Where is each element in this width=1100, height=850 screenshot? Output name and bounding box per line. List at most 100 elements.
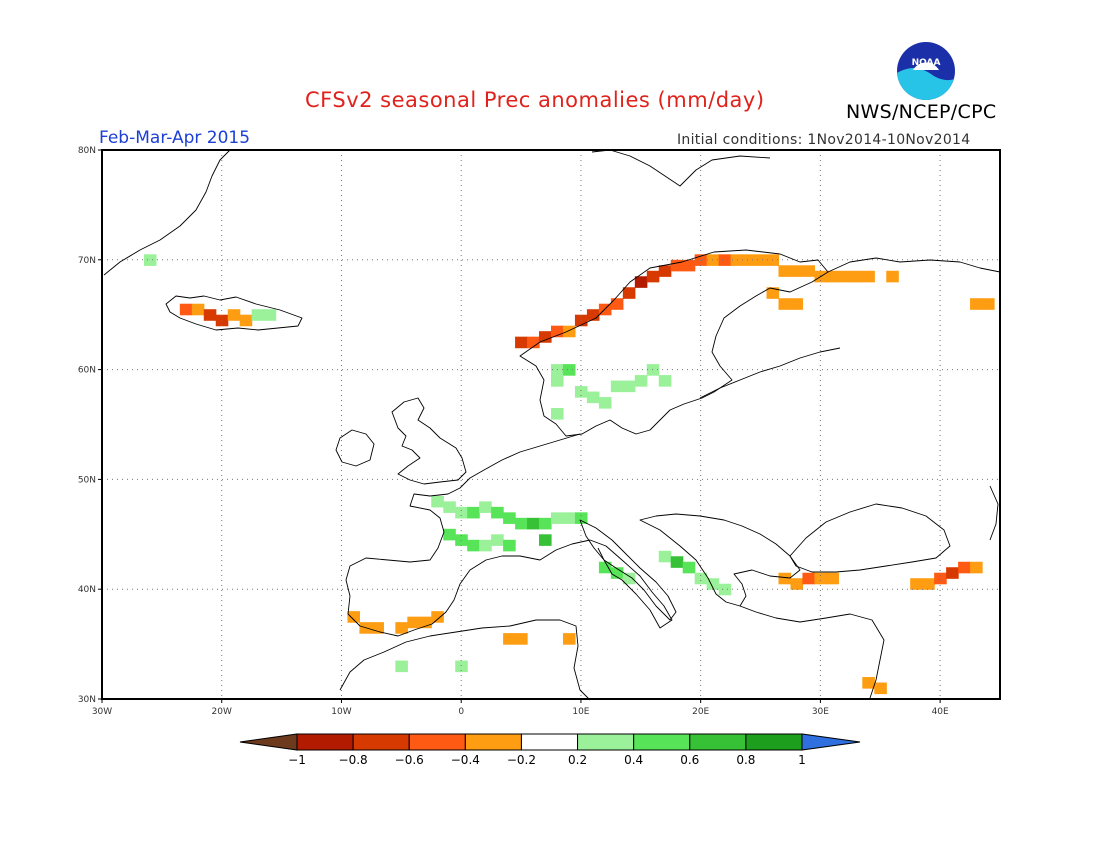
noaa-logo-text: NOAA [912,58,941,68]
colorbar-swatch [408,733,466,751]
anomaly-cell [491,506,504,519]
anomaly-cell [802,572,816,585]
anomaly-cell [503,539,516,552]
anomaly-cell [431,611,444,623]
coastline-ireland [335,429,375,467]
anomaly-cell [203,309,217,321]
anomaly-cell [706,578,720,590]
colorbar-swatch [464,733,522,751]
anomaly-cell [958,561,971,574]
anomaly-cell [371,622,384,634]
anomaly-cell [443,528,456,541]
anomaly-cell [742,254,756,266]
colorbar-label: 0.8 [736,753,755,767]
anomaly-cell [574,386,588,398]
anomaly-cell [766,287,780,299]
lat-tick-label: 50N [78,475,96,485]
coastline-black-sea [789,503,951,573]
graticule [102,150,1000,699]
anomaly-cell [694,572,708,585]
anomaly-cell [407,616,420,629]
lon-tick-label: 10W [331,707,351,717]
coastline-great-britain [391,397,467,485]
colorbar-label: 0.4 [624,753,643,767]
anomaly-cell [946,567,959,579]
colorbar-swatch [520,733,579,751]
anomaly-cell [874,682,887,695]
initial-conditions-label: Initial conditions: 1Nov2014-10Nov2014 [677,132,971,148]
anomaly-cell [790,265,804,277]
anomaly-cell [562,633,576,645]
anomaly-cell [586,309,600,321]
anomaly-cell [778,265,792,277]
anomaly-cell [395,622,408,634]
colorbar-label: 1 [798,753,806,767]
anomaly-cell [826,572,839,585]
anomaly-cell [826,270,839,283]
anomaly-cell [143,254,157,266]
anomaly-cell [598,397,612,409]
colorbar-high-extend [801,733,861,751]
anomaly-cell [479,501,492,513]
anomaly-cell [718,583,732,596]
coastline-turkey [739,605,885,699]
anomaly-cell [455,506,468,519]
anomaly-cell [790,298,804,310]
coastline-north-africa [339,619,591,701]
colorbar: −1 −0.8 −0.6 −0.4 −0.2 0.2 0.4 0.6 0.8 1 [239,733,861,767]
coastline-italy [579,519,677,621]
anomaly-cell [562,512,576,524]
anomaly-cells [143,254,995,695]
anomaly-cell [551,325,564,338]
colorbar-swatch [745,733,803,751]
lon-tick-label: 20E [692,707,709,717]
anomaly-cell [263,309,277,321]
anomaly-cell [682,259,696,272]
anomaly-cell [539,534,552,546]
anomaly-cell [586,391,600,404]
anomaly-cell [982,298,995,310]
coastline-balkans [639,513,801,607]
anomaly-cell [634,276,648,288]
agency-label: NWS/NCEP/CPC [846,101,997,123]
anomaly-cell [670,259,684,272]
anomaly-cell [395,660,408,673]
anomaly-cell [802,265,816,277]
lon-tick-label: 30W [92,707,112,717]
lat-tick-label: 80N [78,146,96,156]
anomaly-cell [838,270,851,283]
anomaly-cell [443,501,456,513]
anomaly-cell [862,270,875,283]
coastline-gulf-finland [699,347,841,399]
anomaly-cell [730,254,744,266]
lat-tick-label: 70N [78,256,96,266]
coastline-scandinavia [519,249,829,437]
anomaly-cell [646,270,660,283]
lon-tick-label: 30E [812,707,829,717]
colorbar-label: 0.6 [680,753,699,767]
colorbar-label: 0.2 [568,753,587,767]
coastlines [103,149,1001,701]
anomaly-cell [539,331,552,343]
anomaly-cell [970,561,983,574]
anomaly-cell [610,567,624,579]
anomaly-cell [658,550,672,563]
anomaly-cell [670,556,684,568]
anomaly-cell [562,364,576,376]
anomaly-cell [491,534,504,546]
anomaly-cell [658,265,672,277]
lat-tick-label: 60N [78,366,96,376]
anomaly-cell [910,578,923,590]
anomaly-cell [467,506,480,519]
anomaly-cell [814,572,827,585]
colorbar-swatch [296,733,354,751]
coastline-svalbard [591,149,771,187]
anomaly-cell [431,495,444,508]
anomaly-cell [610,380,624,393]
anomaly-cell [562,325,576,338]
anomaly-cell [479,539,492,552]
coastline-kola [827,257,1001,273]
anomaly-cell [467,539,480,552]
colorbar-label: −0.8 [339,753,368,767]
anomaly-cell [527,517,540,530]
